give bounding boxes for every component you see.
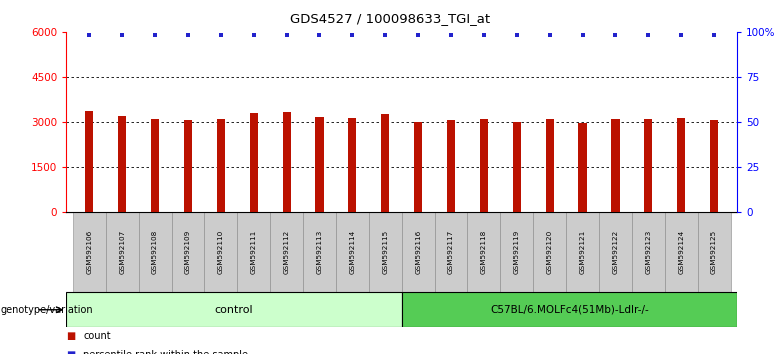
Text: count: count (83, 331, 111, 341)
Bar (250, 113, 258, 212)
Text: GSM592113: GSM592113 (317, 230, 322, 274)
Bar (566, 212, 599, 292)
Bar (118, 116, 126, 212)
Bar (184, 120, 192, 212)
Bar (106, 212, 139, 292)
Bar (204, 212, 237, 292)
Text: GSM592111: GSM592111 (250, 230, 257, 274)
Bar (644, 119, 652, 212)
Bar (172, 212, 204, 292)
Bar (512, 121, 521, 212)
Text: GSM592121: GSM592121 (580, 230, 586, 274)
Bar (348, 118, 356, 212)
Text: GSM592118: GSM592118 (481, 230, 487, 274)
Text: ■: ■ (66, 331, 76, 341)
Text: GSM592116: GSM592116 (415, 230, 421, 274)
Bar (381, 114, 389, 212)
Bar (579, 123, 587, 212)
Bar (139, 212, 172, 292)
Bar (534, 212, 566, 292)
Bar (710, 120, 718, 212)
Text: GSM592125: GSM592125 (711, 230, 717, 274)
Bar (270, 212, 303, 292)
Bar (632, 212, 665, 292)
Bar (336, 212, 369, 292)
Text: GSM592106: GSM592106 (87, 230, 92, 274)
Text: GSM592110: GSM592110 (218, 230, 224, 274)
Bar (66, 292, 402, 327)
Text: GDS4527 / 100098633_TGI_at: GDS4527 / 100098633_TGI_at (290, 12, 490, 25)
Text: C57BL/6.MOLFc4(51Mb)-Ldlr-/-: C57BL/6.MOLFc4(51Mb)-Ldlr-/- (490, 305, 649, 315)
Bar (315, 117, 324, 212)
Bar (151, 119, 159, 212)
Bar (237, 212, 270, 292)
Bar (402, 292, 737, 327)
Bar (677, 118, 686, 212)
Text: GSM592107: GSM592107 (119, 230, 126, 274)
Text: GSM592122: GSM592122 (612, 230, 619, 274)
Bar (85, 111, 94, 212)
Text: GSM592108: GSM592108 (152, 230, 158, 274)
Bar (447, 120, 456, 212)
Bar (612, 119, 619, 212)
Text: GSM592117: GSM592117 (448, 230, 454, 274)
Text: GSM592120: GSM592120 (547, 230, 553, 274)
Bar (414, 122, 422, 212)
Bar (73, 212, 106, 292)
Bar (282, 112, 291, 212)
Text: GSM592109: GSM592109 (185, 230, 191, 274)
Bar (500, 212, 534, 292)
Bar (467, 212, 500, 292)
Text: control: control (215, 305, 254, 315)
Bar (545, 119, 554, 212)
Bar (217, 119, 225, 212)
Text: GSM592123: GSM592123 (645, 230, 651, 274)
Text: GSM592112: GSM592112 (284, 230, 289, 274)
Bar (480, 119, 488, 212)
Bar (434, 212, 467, 292)
Bar (303, 212, 336, 292)
Text: GSM592119: GSM592119 (514, 230, 519, 274)
Text: GSM592114: GSM592114 (349, 230, 356, 274)
Bar (369, 212, 402, 292)
Bar (697, 212, 731, 292)
Text: ■: ■ (66, 350, 76, 354)
Text: genotype/variation: genotype/variation (1, 305, 94, 315)
Bar (402, 212, 434, 292)
Bar (665, 212, 697, 292)
Text: GSM592124: GSM592124 (678, 230, 684, 274)
Text: percentile rank within the sample: percentile rank within the sample (83, 350, 249, 354)
Text: GSM592115: GSM592115 (382, 230, 388, 274)
Bar (599, 212, 632, 292)
